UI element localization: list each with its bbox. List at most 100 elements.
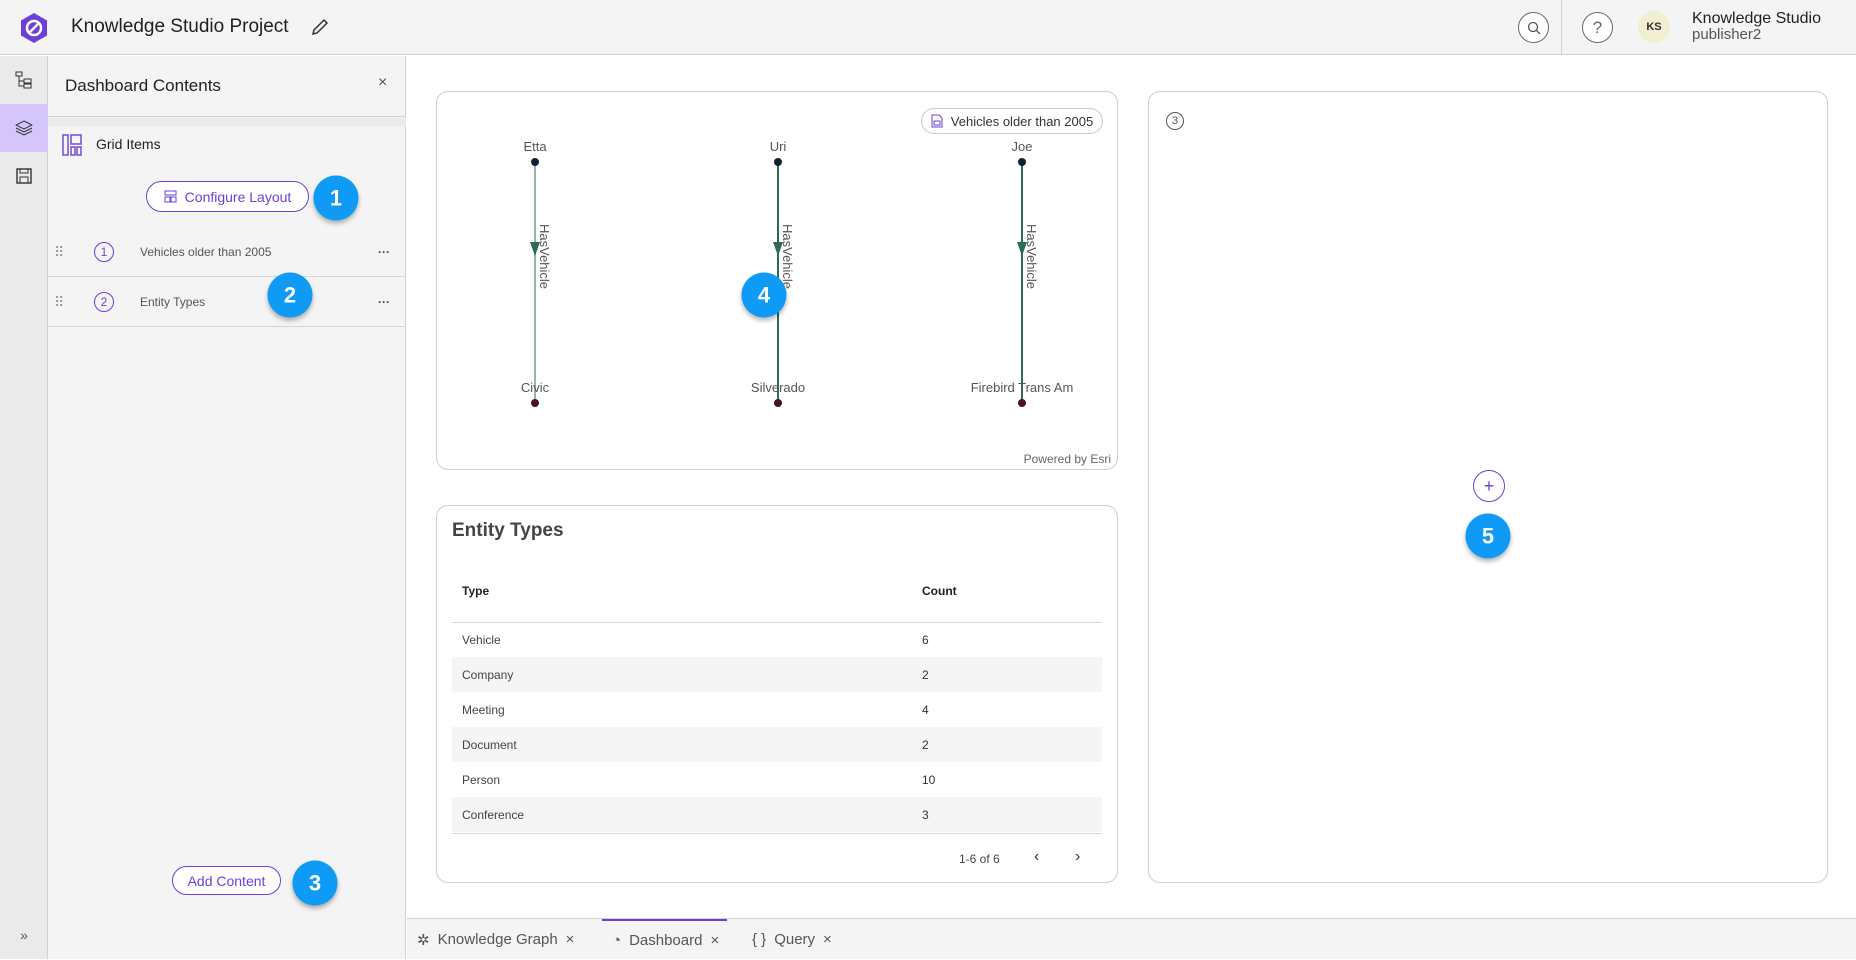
- add-content-button[interactable]: Add Content: [172, 866, 281, 895]
- rail-graph-button[interactable]: [0, 56, 48, 104]
- content-item[interactable]: ⠿ 1 Vehicles older than 2005 ···: [48, 228, 406, 277]
- node-label-from[interactable]: Joe: [1011, 139, 1033, 154]
- grid-item-number: 3: [1166, 112, 1184, 130]
- pencil-icon[interactable]: [310, 17, 330, 37]
- drag-handle-icon[interactable]: ⠿: [54, 243, 64, 260]
- close-panel-icon[interactable]: ×: [378, 74, 388, 91]
- divider: [452, 833, 1102, 834]
- help-icon: ?: [1592, 17, 1603, 37]
- layers-icon: [15, 120, 33, 136]
- rail-layers-button[interactable]: [0, 104, 48, 152]
- close-tab-icon[interactable]: ×: [823, 931, 832, 948]
- configure-layout-label: Configure Layout: [184, 188, 292, 205]
- edge-label: HasVehicle: [537, 224, 552, 290]
- table-row[interactable]: Vehicle 6: [452, 622, 1102, 657]
- table-row[interactable]: Meeting 4: [452, 692, 1102, 727]
- cell-count: 2: [912, 727, 1102, 762]
- divider: [48, 116, 406, 117]
- graph-node-to[interactable]: [531, 399, 539, 407]
- divider-band: [48, 118, 406, 126]
- table-row[interactable]: Company 2: [452, 657, 1102, 692]
- icon-rail: »: [0, 56, 48, 959]
- document-icon: [931, 114, 943, 128]
- node-label-to[interactable]: Firebird Trans Am: [970, 380, 1074, 395]
- rail-save-button[interactable]: [0, 152, 48, 200]
- item-label: Entity Types: [140, 295, 206, 309]
- edge-arrow: [530, 242, 540, 256]
- grid-items-label: Grid Items: [96, 136, 161, 152]
- graph-node-from[interactable]: [774, 158, 782, 166]
- layout-icon: [164, 190, 177, 203]
- more-options-icon[interactable]: ···: [378, 245, 390, 259]
- app-logo-icon[interactable]: [20, 13, 48, 43]
- cell-type: Company: [452, 657, 912, 692]
- annotation-marker: 5: [1465, 513, 1511, 559]
- tab-label: Knowledge Graph: [437, 931, 558, 948]
- table-row[interactable]: Conference 3: [452, 797, 1102, 832]
- user-name: Knowledge Studio: [1692, 10, 1821, 27]
- add-item-button[interactable]: +: [1473, 470, 1505, 502]
- column-header-type[interactable]: Type: [452, 560, 912, 623]
- annotation-marker: 2: [267, 272, 313, 318]
- badge-label: Vehicles older than 2005: [950, 113, 1094, 129]
- previous-page-icon[interactable]: ‹: [1034, 848, 1040, 865]
- entity-types-table: Type Count Vehicle 6 Company 2 Meeting 4 Docume…: [452, 560, 1102, 832]
- tab-knowledge-graph[interactable]: ✲ Knowledge Graph ×: [417, 919, 574, 960]
- graph-edge: [1021, 162, 1023, 403]
- annotation-marker: 4: [741, 272, 787, 318]
- graph-icon: ✲: [417, 931, 430, 949]
- dashboard-contents-panel: Dashboard Contents × Grid Items Configur…: [48, 56, 406, 959]
- configure-layout-button[interactable]: Configure Layout: [146, 181, 309, 212]
- node-label-from[interactable]: Etta: [523, 139, 547, 154]
- save-icon: [16, 168, 32, 184]
- node-label-from[interactable]: Uri: [769, 139, 787, 154]
- user-role: publisher2: [1692, 26, 1762, 43]
- cell-count: 2: [912, 657, 1102, 692]
- table-row[interactable]: Person 10: [452, 762, 1102, 797]
- avatar[interactable]: KS: [1638, 11, 1670, 43]
- pagination-info: 1-6 of 6: [959, 852, 1000, 866]
- cell-type: Person: [462, 772, 501, 787]
- help-button[interactable]: ?: [1582, 12, 1613, 43]
- header-divider: [1561, 0, 1562, 55]
- close-tab-icon[interactable]: ×: [710, 932, 720, 949]
- grid-items-icon: [62, 134, 82, 156]
- entity-types-card: Entity Types Type Count Vehicle 6 Company 2 M…: [436, 505, 1118, 883]
- item-number: 1: [94, 242, 114, 262]
- cell-count: 4: [922, 702, 929, 717]
- graph-source-badge[interactable]: Vehicles older than 2005: [921, 108, 1103, 134]
- cell-type: Meeting: [462, 702, 505, 717]
- graph-node-to[interactable]: [774, 399, 782, 407]
- node-label-to[interactable]: Silverado: [750, 380, 806, 395]
- tab-label: Dashboard: [629, 932, 703, 949]
- node-label-to[interactable]: Civic: [520, 380, 550, 395]
- graph-node-from[interactable]: [1018, 158, 1026, 166]
- tab-dashboard[interactable]: ◔ Dashboard ×: [602, 919, 727, 960]
- graph-edge: [534, 162, 536, 403]
- column-header-count[interactable]: Count: [912, 560, 1102, 623]
- item-number: 2: [94, 292, 114, 312]
- search-icon: [1527, 21, 1540, 34]
- tab-query[interactable]: { } Query ×: [752, 919, 832, 960]
- expand-icon[interactable]: »: [20, 927, 28, 943]
- edge-arrow: [773, 242, 783, 256]
- table-row[interactable]: Document 2: [452, 727, 1102, 762]
- content-item[interactable]: ⠿ 2 Entity Types ···: [48, 278, 406, 327]
- cell-type: Vehicle: [462, 632, 501, 647]
- close-tab-icon[interactable]: ×: [565, 931, 575, 948]
- bottom-tab-bar: ✲ Knowledge Graph × ◔ Dashboard × { } Query ×: [407, 918, 1856, 959]
- drag-handle-icon[interactable]: ⠿: [54, 293, 64, 310]
- app-header: Knowledge Studio Project ? KS Knowledge …: [0, 0, 1856, 55]
- project-title: Knowledge Studio Project: [71, 16, 289, 37]
- more-options-icon[interactable]: ···: [378, 295, 390, 309]
- cell-type: Document: [452, 727, 912, 762]
- graph-node-from[interactable]: [531, 158, 539, 166]
- panel-title: Dashboard Contents: [65, 76, 221, 95]
- esri-attribution: Powered by Esri: [1023, 452, 1111, 466]
- cell-count: 6: [922, 632, 929, 647]
- cell-type: Conference: [452, 797, 912, 832]
- graph-node-to[interactable]: [1018, 399, 1026, 407]
- next-page-icon[interactable]: ›: [1075, 848, 1081, 865]
- search-button[interactable]: [1518, 12, 1549, 43]
- tab-label: Query: [774, 931, 816, 948]
